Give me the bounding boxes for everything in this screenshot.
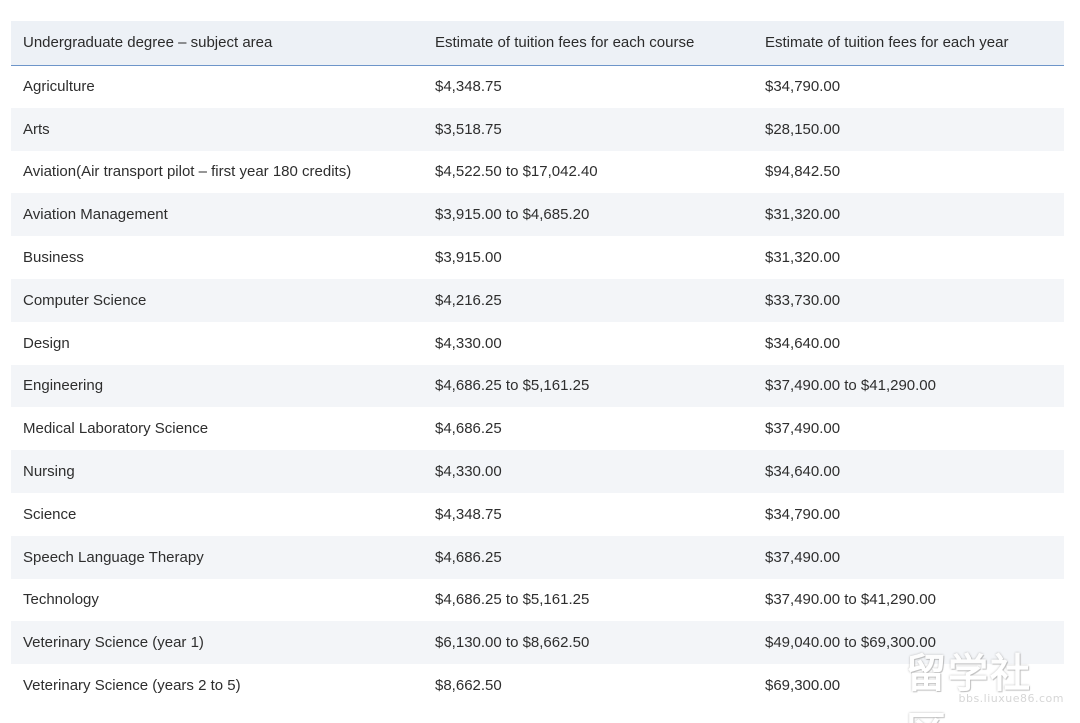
fee-per-year-cell: $34,790.00 — [753, 65, 1064, 108]
header-subject-area: Undergraduate degree – subject area — [11, 21, 423, 66]
table-row: Medical Laboratory Science $4,686.25 $37,4… — [11, 407, 1064, 451]
watermark-text: 留学社区 — [906, 651, 1032, 723]
tuition-fees-table: Undergraduate degree – subject area Esti… — [11, 21, 1064, 707]
subject-cell: Design — [11, 321, 423, 365]
subject-cell: Aviation(Air transport pilot – first yea… — [11, 150, 423, 194]
table-header: Undergraduate degree – subject area Esti… — [11, 21, 1064, 66]
subject-cell: Computer Science — [11, 278, 423, 322]
fee-per-course-cell: $4,348.75 — [423, 65, 753, 108]
table-row: Veterinary Science (years 2 to 5) $8,662.… — [11, 664, 1064, 707]
subject-cell: Agriculture — [11, 65, 423, 108]
fee-per-course-cell: $6,130.00 to $8,662.50 — [423, 621, 753, 665]
table-row: Technology $4,686.25 to $5,161.25 $37,490.… — [11, 578, 1064, 622]
subject-cell: Business — [11, 236, 423, 279]
table-row: Aviation Management $3,915.00 to $4,685.2… — [11, 193, 1064, 237]
fee-per-year-cell: $34,640.00 — [753, 450, 1064, 493]
subject-cell: Medical Laboratory Science — [11, 407, 423, 451]
fee-per-year-cell: $37,490.00 — [753, 407, 1064, 451]
table-row: Veterinary Science (year 1) $6,130.00 to … — [11, 621, 1064, 665]
subject-cell: Nursing — [11, 450, 423, 493]
fee-per-year-cell: $69,300.00 — [753, 664, 1064, 707]
fee-per-year-cell: $49,040.00 to $69,300.00 — [753, 621, 1064, 665]
fee-per-year-cell: $94,842.50 — [753, 150, 1064, 194]
fee-per-year-cell: $31,320.00 — [753, 236, 1064, 279]
fee-per-course-cell: $3,915.00 to $4,685.20 — [423, 193, 753, 237]
fee-per-year-cell: $37,490.00 to $41,290.00 — [753, 578, 1064, 622]
subject-cell: Arts — [11, 107, 423, 151]
fee-per-course-cell: $4,330.00 — [423, 321, 753, 365]
fee-per-course-cell: $4,686.25 to $5,161.25 — [423, 578, 753, 622]
header-row: Undergraduate degree – subject area Esti… — [11, 21, 1064, 66]
fee-per-course-cell: $4,686.25 — [423, 407, 753, 451]
fee-per-course-cell: $8,662.50 — [423, 664, 753, 707]
fee-per-course-cell: $3,518.75 — [423, 107, 753, 151]
table-row: Design $4,330.00 $34,640.00 — [11, 321, 1064, 365]
table-row: Computer Science $4,216.25 $33,730.00 — [11, 278, 1064, 322]
table-row: Business $3,915.00 $31,320.00 — [11, 236, 1064, 279]
subject-cell: Science — [11, 492, 423, 536]
fee-per-year-cell: $33,730.00 — [753, 278, 1064, 322]
fee-per-year-cell: $37,490.00 to $41,290.00 — [753, 364, 1064, 408]
fee-per-course-cell: $3,915.00 — [423, 236, 753, 279]
fee-per-course-cell: $4,686.25 to $5,161.25 — [423, 364, 753, 408]
subject-cell: Speech Language Therapy — [11, 535, 423, 579]
watermark-url: bbs.liuxue86.com — [958, 692, 1064, 705]
fee-per-year-cell: $31,320.00 — [753, 193, 1064, 237]
fee-per-course-cell: $4,686.25 — [423, 535, 753, 579]
fee-per-course-cell: $4,330.00 — [423, 450, 753, 493]
subject-cell: Technology — [11, 578, 423, 622]
table-row: Engineering $4,686.25 to $5,161.25 $37,490… — [11, 364, 1064, 408]
table-row: Agriculture $4,348.75 $34,790.00 — [11, 65, 1064, 108]
fee-per-course-cell: $4,522.50 to $17,042.40 — [423, 150, 753, 194]
fee-per-course-cell: $4,216.25 — [423, 278, 753, 322]
subject-cell: Engineering — [11, 364, 423, 408]
fee-per-year-cell: $28,150.00 — [753, 107, 1064, 151]
table-row: Arts $3,518.75 $28,150.00 — [11, 107, 1064, 151]
table-row: Nursing $4,330.00 $34,640.00 — [11, 450, 1064, 493]
watermark-logo: 留学社区 bbs.liuxue86.com — [906, 641, 1066, 723]
subject-cell: Veterinary Science (year 1) — [11, 621, 423, 665]
fee-per-year-cell: $34,640.00 — [753, 321, 1064, 365]
table-body: Agriculture $4,348.75 $34,790.00 Arts $3,518… — [11, 65, 1064, 707]
table-row: Speech Language Therapy $4,686.25 $37,490.… — [11, 535, 1064, 579]
header-fee-per-course: Estimate of tuition fees for each course — [423, 21, 753, 66]
table-row: Science $4,348.75 $34,790.00 — [11, 492, 1064, 536]
subject-cell: Veterinary Science (years 2 to 5) — [11, 664, 423, 707]
header-fee-per-year: Estimate of tuition fees for each year — [753, 21, 1064, 66]
fee-per-year-cell: $37,490.00 — [753, 535, 1064, 579]
subject-cell: Aviation Management — [11, 193, 423, 237]
fee-per-year-cell: $34,790.00 — [753, 492, 1064, 536]
fee-per-course-cell: $4,348.75 — [423, 492, 753, 536]
tuition-table-container: Undergraduate degree – subject area Esti… — [11, 21, 1064, 707]
table-row: Aviation(Air transport pilot – first yea… — [11, 150, 1064, 194]
